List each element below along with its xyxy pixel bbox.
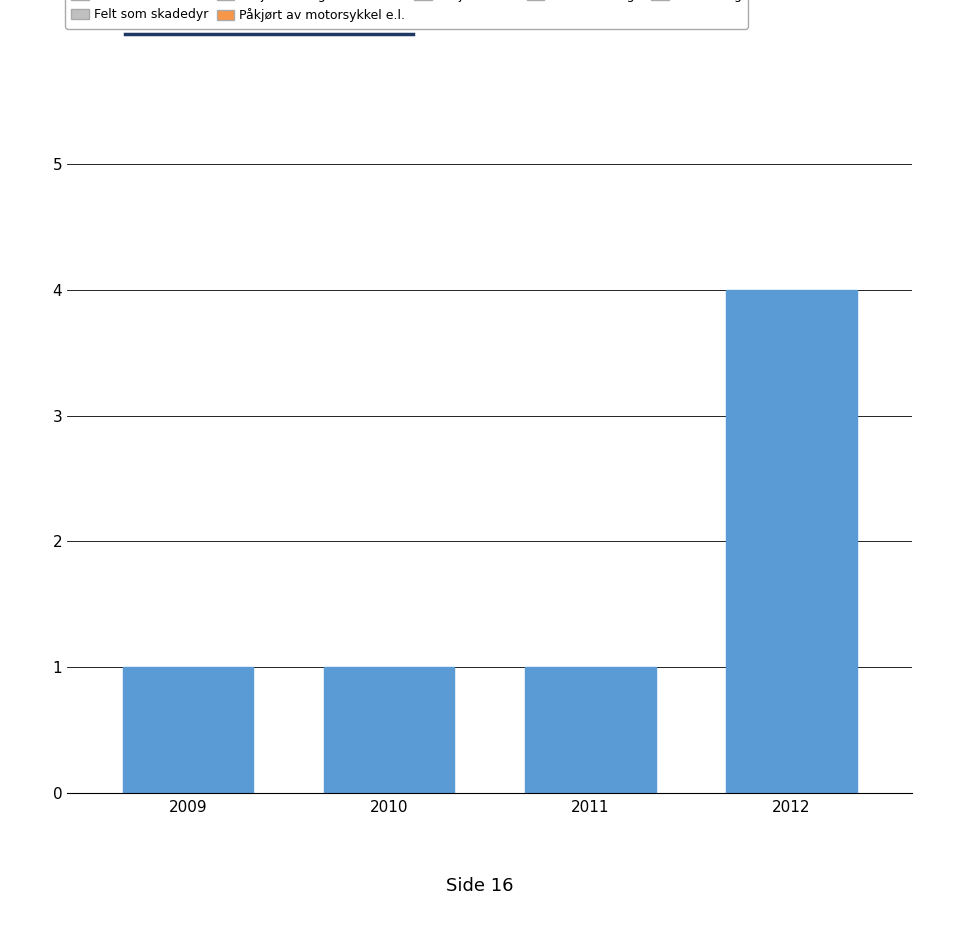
Bar <box>525 667 656 793</box>
Bar <box>324 667 454 793</box>
Bar <box>123 667 253 793</box>
Legend: Andre årsaker, Felt som skadedyr, Påkjørt av tog, Påkjørt av motorsykkel e.l., P: Andre årsaker, Felt som skadedyr, Påkjør… <box>65 0 748 28</box>
Bar <box>726 290 856 793</box>
Text: Side 16: Side 16 <box>446 877 514 896</box>
